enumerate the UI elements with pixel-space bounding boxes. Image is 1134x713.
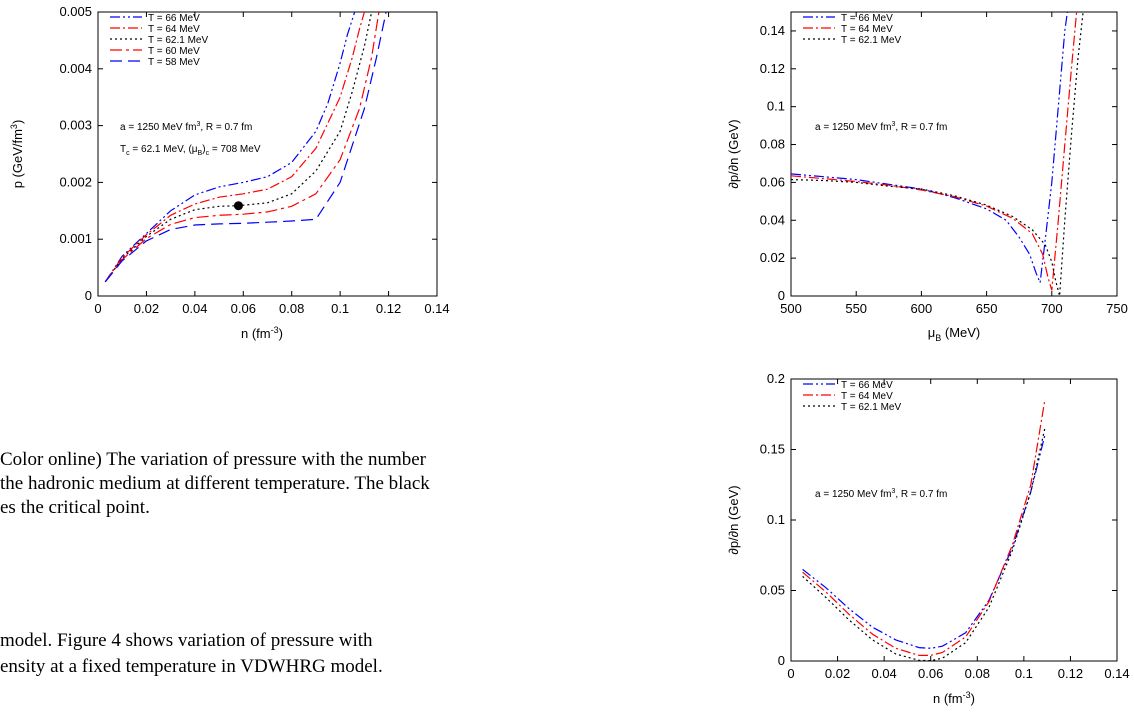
x-axis-label: μB (MeV) <box>928 325 981 343</box>
series-line-1 <box>104 12 356 283</box>
series-group <box>802 400 1046 661</box>
x-tick-label: 0.02 <box>134 301 159 316</box>
y-tick-label: 0.02 <box>760 250 785 265</box>
chart-2: 500 550 600 650 700 750 0 0.02 0.04 0.06 0.08 0.1 0.… <box>726 11 1128 343</box>
figure-caption: Color online) The variation of pressure … <box>0 448 560 520</box>
critical-annotation: Tc = 62.1 MeV, (μB)c = 708 MeV <box>120 144 261 157</box>
chart-3: 0 0.02 0.04 0.06 0.08 0.1 0.12 0.14 0 0.05 0.1 0.15… <box>726 371 1130 706</box>
x-tick-label: 600 <box>911 301 933 316</box>
chart-1: 0 0.02 0.04 0.06 0.08 0.1 0.12 0.14 0 0.001 0.002 0… <box>9 4 450 341</box>
x-tick-label: 0.06 <box>918 666 943 681</box>
y-tick-label: 0.005 <box>59 4 92 19</box>
legend-label: T = 64 MeV <box>841 391 893 402</box>
series-line-3 <box>104 12 373 283</box>
series-line-4 <box>104 12 380 283</box>
legend-label: T = 66 MeV <box>148 13 200 24</box>
parameter-annotation: a = 1250 MeV fm3, R = 0.7 fm <box>120 121 252 133</box>
y-tick-label: 0.06 <box>760 174 785 189</box>
x-tick-label: 0.08 <box>965 666 990 681</box>
y-tick-label: 0.15 <box>760 442 785 457</box>
x-tick-label: 0.08 <box>279 301 304 316</box>
series-line-3 <box>802 428 1046 661</box>
legend-label: T = 64 MeV <box>841 24 893 35</box>
legend-label: T = 62.1 MeV <box>841 35 901 46</box>
legend-label: T = 64 MeV <box>148 24 200 35</box>
series-line-3 <box>791 12 1084 296</box>
y-tick-label: 0.12 <box>760 61 785 76</box>
y-tick-label: 0.002 <box>59 174 92 189</box>
y-tick-label: 0.08 <box>760 137 785 152</box>
y-tick-label: 0 <box>778 653 785 668</box>
y-tick-label: 0 <box>85 288 92 303</box>
legend-label: T = 60 MeV <box>148 46 200 57</box>
legend-label: T = 66 MeV <box>841 380 893 391</box>
y-axis-label: p (GeV/fm3) <box>9 120 25 189</box>
y-tick-label: 0.05 <box>760 583 785 598</box>
series-line-1 <box>791 12 1068 286</box>
caption-line: es the critical point. <box>0 497 150 518</box>
y-tick-label: 0 <box>778 288 785 303</box>
series-line-2 <box>104 12 365 283</box>
series-line-2 <box>802 400 1046 656</box>
x-tick-label: 0.12 <box>376 301 401 316</box>
plot-frame <box>97 11 438 297</box>
y-tick-label: 0.04 <box>760 212 785 227</box>
legend-label: T = 62.1 MeV <box>841 402 901 413</box>
x-tick-label: 500 <box>780 301 802 316</box>
y-tick-label: 0.001 <box>59 231 92 246</box>
x-tick-label: 0.12 <box>1058 666 1083 681</box>
y-tick-label: 0.1 <box>767 99 785 114</box>
legend-label: T = 58 MeV <box>148 57 200 68</box>
y-tick-label: 0.14 <box>760 23 785 38</box>
plot-frame <box>790 11 1118 297</box>
caption-line: the hadronic medium at different tempera… <box>0 473 430 494</box>
y-tick-label: 0.1 <box>767 512 785 527</box>
y-axis-label: ∂p/∂n (GeV) <box>726 485 741 554</box>
x-tick-label: 0 <box>787 666 794 681</box>
x-tick-label: 750 <box>1106 301 1128 316</box>
x-tick-label: 550 <box>845 301 867 316</box>
x-tick-label: 0.04 <box>871 666 896 681</box>
x-tick-label: 0.14 <box>1104 666 1129 681</box>
x-tick-label: 0.1 <box>1015 666 1033 681</box>
x-tick-label: 0.02 <box>825 666 850 681</box>
critical-point-marker <box>233 201 243 211</box>
x-tick-label: 650 <box>976 301 998 316</box>
series-line-1 <box>802 435 1046 649</box>
caption-line: Color online) The variation of pressure … <box>0 449 426 470</box>
y-tick-label: 0.2 <box>767 371 785 386</box>
series-group <box>791 12 1084 296</box>
x-axis-label: n (fm-3) <box>241 325 283 341</box>
body-line: ensity at a fixed temperature in VDWHRG … <box>0 656 383 677</box>
y-tick-label: 0.003 <box>59 118 92 133</box>
x-tick-label: 0.14 <box>424 301 449 316</box>
legend-label: T = 66 MeV <box>841 13 893 24</box>
parameter-annotation: a = 1250 MeV fm3, R = 0.7 fm <box>815 121 947 133</box>
legend-label: T = 62.1 MeV <box>148 35 208 46</box>
x-tick-label: 0.04 <box>182 301 207 316</box>
x-tick-label: 0.1 <box>331 301 349 316</box>
x-tick-label: 0 <box>94 301 101 316</box>
series-group <box>104 12 387 283</box>
y-axis-label: ∂p/∂n (GeV) <box>726 119 741 188</box>
series-line-2 <box>791 12 1078 291</box>
body-paragraph: model. Figure 4 shows variation of press… <box>0 628 560 680</box>
x-axis-label: n (fm-3) <box>933 690 975 706</box>
body-line: model. Figure 4 shows variation of press… <box>0 630 373 651</box>
parameter-annotation: a = 1250 MeV fm3, R = 0.7 fm <box>815 488 947 500</box>
y-tick-label: 0.004 <box>59 61 92 76</box>
series-line-5 <box>104 12 387 283</box>
plot-frame <box>790 378 1118 662</box>
x-tick-label: 700 <box>1041 301 1063 316</box>
x-tick-label: 0.06 <box>231 301 256 316</box>
